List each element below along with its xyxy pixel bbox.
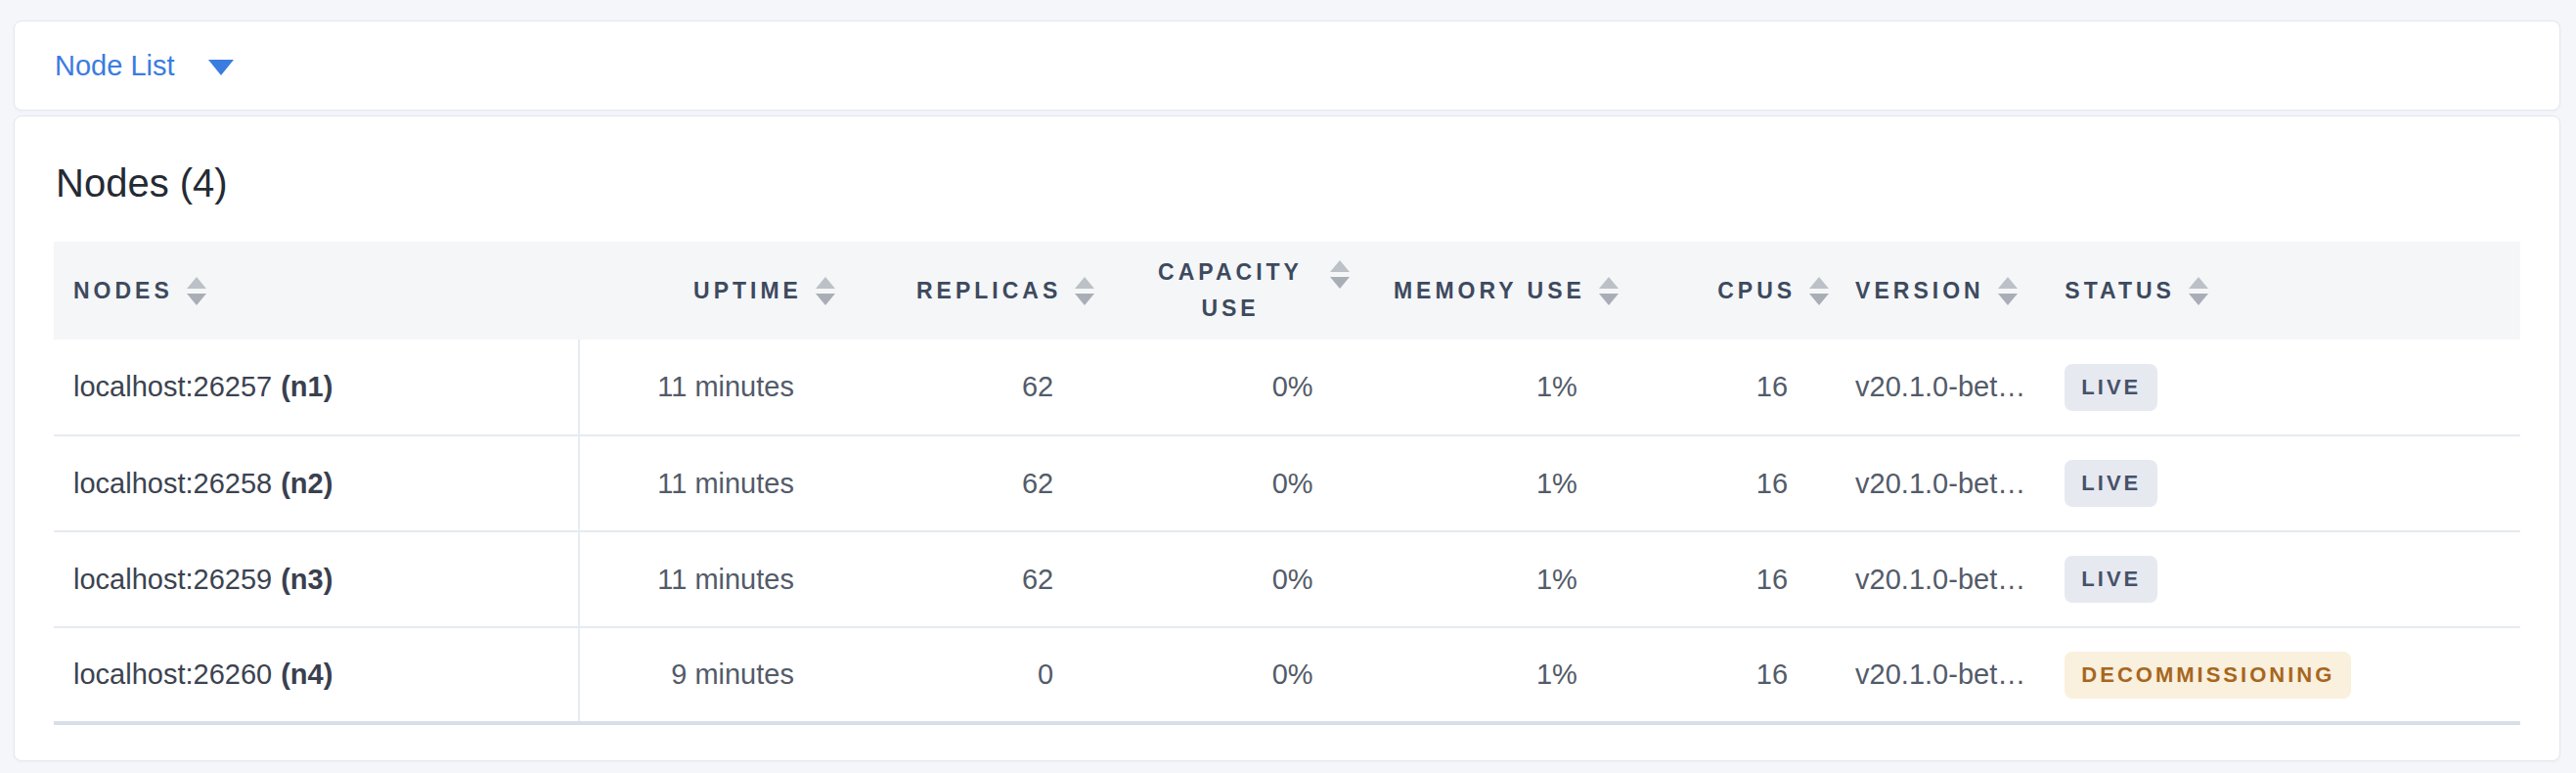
column-label: CPUS [1717,278,1796,304]
sort-arrows-icon[interactable] [1330,260,1350,289]
nodes-card: Nodes (4) NODES UPTIME REPLICAS [14,115,2560,761]
column-label: VERSION [1855,278,1984,304]
uptime-cell: 11 minutes [579,531,847,627]
memory-use-cell: 1% [1361,627,1630,723]
version-cell: v20.1.0-bet… [1841,340,2051,435]
node-id: (n2) [281,468,333,499]
replicas-cell: 0 [847,627,1106,723]
sort-arrows-icon[interactable] [816,277,835,305]
table-header-row: NODES UPTIME REPLICAS CAPACITY USE MEMOR… [54,242,2520,340]
status-cell: LIVE [2051,435,2520,531]
column-label: CAPACITY USE [1145,254,1316,327]
sort-arrows-icon[interactable] [187,277,206,305]
column-header-nodes[interactable]: NODES [54,242,579,340]
node-address-cell: localhost:26260 (n4) [54,627,579,723]
uptime-cell: 9 minutes [579,627,847,723]
cpus-cell: 16 [1630,435,1841,531]
capacity-use-cell: 0% [1106,531,1360,627]
memory-use-cell: 1% [1361,435,1630,531]
sort-arrows-icon[interactable] [1809,277,1829,305]
version-cell: v20.1.0-bet… [1841,435,2051,531]
version-cell: v20.1.0-bet… [1841,627,2051,723]
node-list-table: NODES UPTIME REPLICAS CAPACITY USE MEMOR… [54,242,2520,725]
column-header-cpus[interactable]: CPUS [1630,242,1841,340]
node-address: localhost:26260 [73,659,272,690]
column-header-version[interactable]: VERSION [1841,242,2051,340]
capacity-use-cell: 0% [1106,627,1360,723]
replicas-cell: 62 [847,435,1106,531]
overview-page: Node List Nodes (4) NODES UPTIME [0,0,2576,761]
node-id: (n3) [281,564,333,595]
node-address-cell: localhost:26258 (n2) [54,435,579,531]
column-header-capacity-use[interactable]: CAPACITY USE [1106,242,1360,340]
version-cell: v20.1.0-bet… [1841,531,2051,627]
status-cell: LIVE [2051,531,2520,627]
cpus-cell: 16 [1630,531,1841,627]
table-row: localhost:26260 (n4) 9 minutes 0 0% 1% 16… [54,627,2520,723]
sort-arrows-icon[interactable] [1998,277,2018,305]
node-address-cell: localhost:26257 (n1) [54,340,579,435]
status-badge: LIVE [2065,460,2157,507]
status-badge: DECOMMISSIONING [2065,652,2351,699]
replicas-cell: 62 [847,531,1106,627]
node-address: localhost:26258 [73,468,272,499]
view-mode-label: Node List [55,52,175,80]
sort-arrows-icon[interactable] [2189,277,2208,305]
column-label: NODES [73,278,173,304]
node-address: localhost:26257 [73,371,272,402]
view-selector-bar: Node List [14,21,2560,111]
capacity-use-cell: 0% [1106,340,1360,435]
node-address-cell: localhost:26259 (n3) [54,531,579,627]
column-header-uptime[interactable]: UPTIME [579,242,847,340]
status-cell: DECOMMISSIONING [2051,627,2520,723]
cpus-cell: 16 [1630,340,1841,435]
column-label: MEMORY USE [1394,278,1585,304]
table-row: localhost:26259(n3) 11 minutes 62 0% 1% … [54,531,2520,627]
sort-arrows-icon[interactable] [1599,277,1619,305]
uptime-cell: 11 minutes [579,340,847,435]
column-header-memory-use[interactable]: MEMORY USE [1361,242,1630,340]
replicas-cell: 62 [847,340,1106,435]
column-label: STATUS [2065,278,2175,304]
capacity-use-cell: 0% [1106,435,1360,531]
node-id: (n1) [281,371,333,402]
nodes-count-title: Nodes (4) [56,159,2520,206]
view-mode-dropdown[interactable]: Node List [55,52,234,80]
table-row: localhost:26258(n2) 11 minutes 62 0% 1% … [54,435,2520,531]
column-header-replicas[interactable]: REPLICAS [847,242,1106,340]
caret-down-icon [208,60,234,75]
status-badge: LIVE [2065,556,2157,603]
node-id: (n4) [281,659,333,690]
column-header-status[interactable]: STATUS [2051,242,2520,340]
memory-use-cell: 1% [1361,340,1630,435]
table-row: localhost:26257(n1) 11 minutes 62 0% 1% … [54,340,2520,435]
node-address: localhost:26259 [73,564,272,595]
status-badge: LIVE [2065,364,2157,411]
cpus-cell: 16 [1630,627,1841,723]
column-label: REPLICAS [916,278,1061,304]
status-cell: LIVE [2051,340,2520,435]
uptime-cell: 11 minutes [579,435,847,531]
memory-use-cell: 1% [1361,531,1630,627]
sort-arrows-icon[interactable] [1075,277,1094,305]
column-label: UPTIME [693,278,802,304]
